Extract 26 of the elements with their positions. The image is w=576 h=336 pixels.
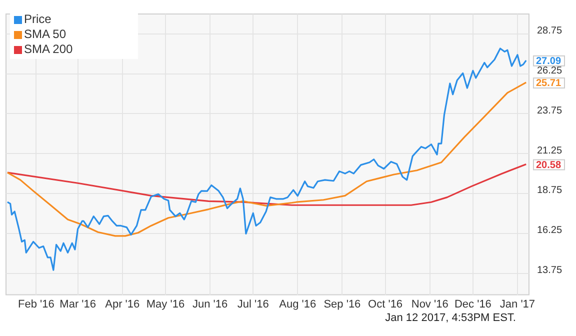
text: Jan 12 2017, 4:53PM EST. — [385, 312, 516, 324]
y-tick-label: 13.75 — [536, 265, 562, 276]
y-tick-label: 23.75 — [536, 105, 562, 116]
legend-label: Price — [24, 12, 52, 27]
x-tick-label: Nov '16 — [411, 298, 448, 310]
x-tick-label: Sep '16 — [324, 298, 361, 310]
x-tick-label: Apr '16 — [105, 298, 140, 310]
x-tick-label: Feb '16 — [18, 298, 54, 310]
x-tick-label: Mar '16 — [60, 298, 96, 310]
x-tick-label: Jun '16 — [192, 298, 228, 310]
data-label: 25.71 — [536, 78, 562, 90]
x-tick-label: Aug '16 — [279, 298, 316, 310]
y-tick-label: 18.75 — [536, 185, 562, 196]
y-tick-label: 26.25 — [536, 66, 562, 77]
y-tick-label: 21.25 — [536, 145, 562, 156]
data-label: 20.58 — [536, 160, 562, 172]
x-tick-label: May '16 — [146, 298, 185, 310]
x-tick-label: Jan '17 — [500, 298, 536, 310]
x-tick-label: Oct '16 — [368, 298, 403, 310]
x-tick-label: Jul '16 — [237, 298, 269, 310]
legend-label: SMA 200 — [24, 42, 73, 57]
legend-label: SMA 50 — [24, 27, 66, 42]
data-label: 27.09 — [536, 56, 562, 68]
x-tick-label: Dec '16 — [454, 298, 492, 310]
y-tick-label: 28.75 — [536, 26, 562, 37]
y-tick-label: 16.25 — [536, 225, 562, 236]
